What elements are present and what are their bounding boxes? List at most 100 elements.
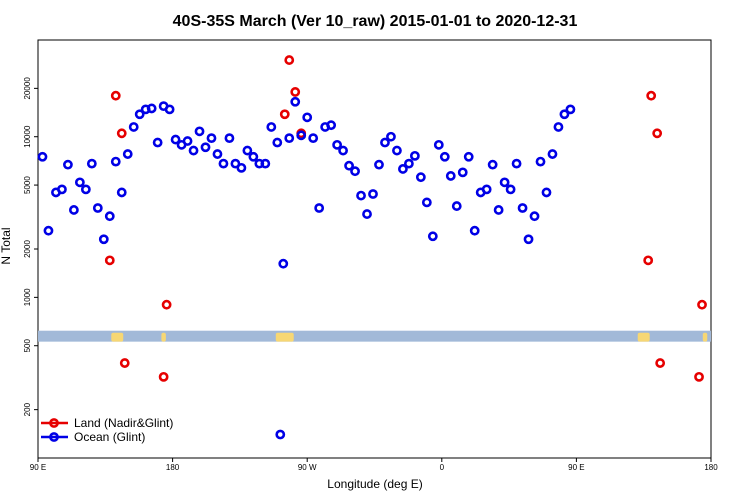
- ocean-point: [110, 156, 121, 167]
- land-point: [158, 371, 169, 382]
- ocean-point: [68, 205, 79, 215]
- ocean-point: [338, 145, 348, 156]
- ocean-point: [505, 184, 516, 195]
- ocean-point: [445, 171, 456, 181]
- ocean-point: [146, 103, 157, 114]
- ocean-point: [308, 133, 319, 144]
- ocean-point: [326, 120, 337, 131]
- y-tick-label: 2000: [23, 240, 32, 258]
- plot-frame: [37, 39, 712, 459]
- ocean-point: [565, 104, 576, 115]
- ocean-point: [493, 205, 504, 215]
- ocean-point: [559, 109, 570, 120]
- land-point: [110, 90, 121, 101]
- y-tick-label: 200: [23, 402, 32, 416]
- ocean-point: [356, 190, 366, 201]
- ocean-point: [350, 166, 360, 177]
- ocean-point: [212, 149, 223, 159]
- x-tick-label: 90 W: [298, 463, 317, 472]
- land-point: [116, 128, 127, 139]
- ocean-point: [374, 159, 384, 170]
- ocean-point: [134, 109, 145, 120]
- ocean-point: [170, 134, 181, 145]
- x-tick-label: 180: [704, 463, 718, 472]
- ocean-point: [104, 211, 115, 222]
- ocean-point: [296, 130, 307, 141]
- land-point: [119, 358, 130, 368]
- ocean-point: [302, 112, 313, 123]
- ocean-point: [57, 184, 67, 195]
- ocean-point: [362, 209, 372, 219]
- legend-label: Ocean (Glint): [74, 430, 145, 444]
- land-point: [697, 299, 707, 310]
- ocean-point: [499, 177, 510, 188]
- ocean-point: [188, 145, 199, 156]
- ocean-point: [511, 158, 522, 169]
- land-patch: [637, 332, 650, 342]
- land-map-band: [38, 330, 711, 342]
- y-tick-label: 1000: [23, 288, 32, 306]
- ocean-point: [398, 164, 408, 174]
- data-points: [37, 55, 707, 440]
- ocean-point: [248, 151, 259, 162]
- ocean-point: [206, 133, 217, 144]
- ocean-point: [152, 137, 163, 148]
- ocean-point: [194, 126, 205, 137]
- x-tick-label: 0: [440, 463, 445, 472]
- land-point: [652, 128, 663, 139]
- ocean-point: [278, 258, 289, 269]
- ocean-point: [242, 145, 253, 156]
- ocean-point: [541, 187, 552, 198]
- y-tick-label: 5000: [23, 176, 32, 194]
- ocean-point: [332, 139, 343, 150]
- ocean-point: [98, 234, 109, 245]
- ocean-point: [529, 211, 540, 222]
- land-point: [646, 90, 657, 101]
- land-patch: [161, 332, 166, 342]
- ocean-point: [457, 167, 468, 178]
- y-axis-label: N Total: [0, 227, 13, 264]
- y-tick-label: 10000: [23, 125, 32, 148]
- ocean-point: [403, 158, 414, 169]
- ocean-point: [553, 122, 564, 132]
- y-tick-label: 20000: [23, 77, 32, 100]
- ocean-point: [164, 104, 175, 115]
- ocean-point: [275, 429, 286, 440]
- ocean-point: [439, 151, 450, 162]
- ocean-point: [116, 187, 127, 198]
- land-point: [694, 371, 704, 382]
- ocean-point: [290, 96, 301, 107]
- ocean-point: [433, 139, 444, 150]
- x-axis-label: Longitude (deg E): [327, 477, 422, 491]
- ocean-point: [218, 158, 229, 169]
- ocean-point: [314, 203, 325, 213]
- ocean-point: [415, 172, 426, 183]
- ocean-point: [74, 177, 85, 188]
- ocean-point: [368, 189, 378, 199]
- ocean-point: [260, 158, 271, 169]
- ocean-point: [272, 137, 283, 148]
- ocean-point: [37, 151, 48, 162]
- ocean-point: [427, 231, 438, 242]
- ocean-point: [92, 203, 103, 213]
- chart-title: 40S-35S March (Ver 10_raw) 2015-01-01 to…: [173, 13, 578, 30]
- ocean-point: [392, 145, 402, 156]
- ocean-point: [284, 133, 295, 144]
- land-patch: [111, 332, 124, 342]
- ocean-point: [266, 122, 277, 132]
- ocean-point: [481, 184, 492, 195]
- land-point: [104, 255, 115, 266]
- ocean-point: [182, 136, 193, 146]
- ocean-point: [547, 149, 558, 159]
- ocean-point: [463, 151, 474, 162]
- ocean-point: [380, 137, 390, 148]
- ocean-point: [386, 131, 396, 142]
- ocean-point: [236, 162, 247, 173]
- land-patch: [275, 332, 294, 342]
- legend-label: Land (Nadir&Glint): [74, 416, 173, 430]
- y-axis: 200 500 1000 2000 5000 10000 20000: [23, 77, 38, 416]
- legend-marker: [49, 418, 59, 428]
- ocean-point: [344, 160, 354, 171]
- ocean-point: [451, 201, 462, 211]
- ocean-point: [487, 159, 498, 170]
